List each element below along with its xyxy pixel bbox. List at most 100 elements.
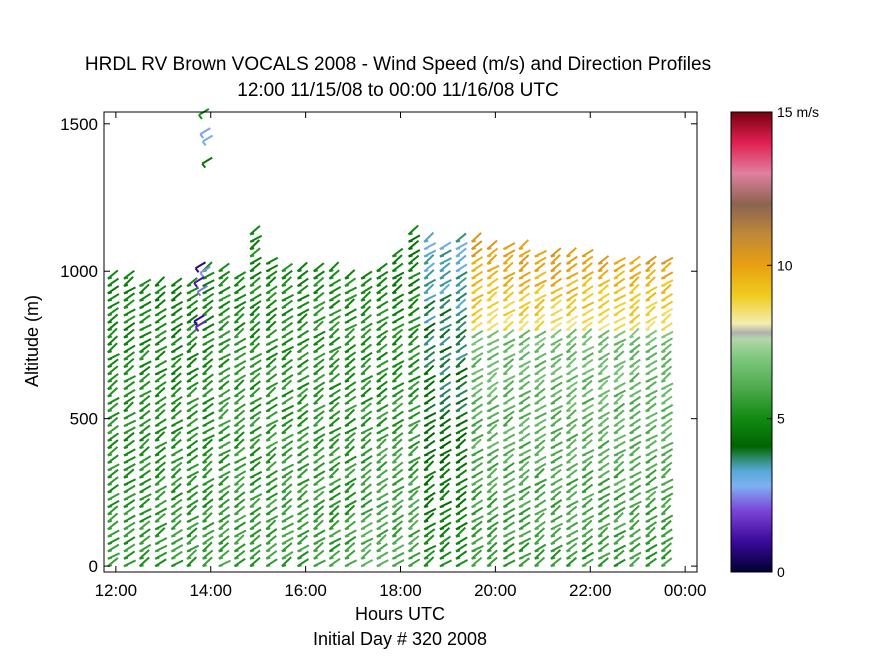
- wind-arrow: [439, 270, 451, 280]
- wind-arrow: [328, 278, 342, 287]
- wind-arrow: [328, 372, 341, 383]
- wind-arrow: [486, 352, 500, 361]
- wind-arrow: [518, 292, 531, 302]
- wind-arrow: [455, 454, 468, 464]
- wind-arrow: [550, 365, 562, 376]
- wind-arrow: [660, 417, 673, 428]
- wind-arrow: [376, 316, 389, 324]
- wind-arrow: [455, 513, 468, 523]
- wind-arrow: [550, 277, 563, 287]
- wind-arrow: [186, 475, 198, 486]
- wind-arrow: [502, 387, 514, 398]
- wind-arrow: [107, 484, 119, 494]
- wind-arrow: [470, 357, 482, 369]
- wind-arrow: [328, 557, 341, 568]
- wind-arrow: [645, 366, 658, 376]
- wind-arrow: [566, 478, 579, 486]
- wind-arrow: [360, 402, 372, 413]
- wind-arrow: [407, 535, 420, 545]
- wind-arrow: [565, 542, 578, 553]
- wind-arrow: [565, 335, 578, 346]
- wind-arrow: [407, 380, 420, 391]
- wind-arrow: [518, 329, 531, 339]
- wind-arrow: [313, 529, 326, 538]
- wind-arrow: [518, 389, 532, 398]
- wind-arrow-sparse: [196, 285, 208, 297]
- wind-arrow: [518, 424, 531, 435]
- wind-arrow: [391, 499, 404, 509]
- wind-arrow: [391, 247, 404, 258]
- wind-arrow: [597, 535, 610, 545]
- wind-arrow: [408, 271, 421, 280]
- wind-arrow: [581, 285, 594, 295]
- wind-arrow: [471, 240, 483, 251]
- wind-arrow: [281, 396, 294, 405]
- wind-arrow: [502, 453, 514, 464]
- wind-arrow: [581, 551, 595, 560]
- wind-arrow: [407, 460, 419, 472]
- wind-arrow: [455, 247, 467, 258]
- wind-arrow: [471, 410, 483, 420]
- wind-arrow: [455, 271, 468, 280]
- wind-arrow: [423, 522, 437, 531]
- wind-arrow: [186, 387, 198, 398]
- wind-arrow: [660, 307, 674, 317]
- wind-arrow: [439, 395, 451, 405]
- wind-arrow: [455, 284, 468, 295]
- wind-arrow: [154, 522, 168, 531]
- wind-arrow: [376, 262, 388, 273]
- wind-arrow: [660, 549, 672, 560]
- wind-arrow: [597, 506, 610, 516]
- wind-arrow: [201, 541, 213, 553]
- wind-arrow: [518, 360, 532, 369]
- wind-arrow: [170, 372, 182, 383]
- wind-arrow: [376, 438, 387, 450]
- wind-arrow: [581, 439, 593, 450]
- wind-arrow: [328, 499, 342, 509]
- wind-arrow: [660, 485, 674, 494]
- wind-arrow: [265, 440, 279, 450]
- wind-arrow: [455, 307, 468, 317]
- wind-arrow: [281, 530, 295, 538]
- wind-arrow: [201, 556, 213, 568]
- wind-arrow: [107, 446, 119, 457]
- wind-arrow: [629, 410, 641, 420]
- wind-arrow: [613, 558, 626, 568]
- wind-arrow: [423, 528, 436, 538]
- wind-arrow: [391, 315, 405, 324]
- wind-arrow: [186, 426, 199, 435]
- wind-arrow: [313, 446, 325, 457]
- wind-arrow: [581, 425, 594, 435]
- wind-arrow: [297, 337, 310, 346]
- wind-arrow: [455, 497, 467, 509]
- wind-arrow: [471, 506, 484, 516]
- wind-arrow: [408, 551, 421, 560]
- wind-arrow: [107, 365, 119, 376]
- wind-arrow: [328, 410, 341, 420]
- wind-arrow: [123, 336, 135, 346]
- wind-arrow: [628, 556, 640, 568]
- wind-arrow: [328, 461, 341, 472]
- wind-arrow: [581, 542, 594, 553]
- wind-arrow: [233, 276, 245, 287]
- wind-arrow: [313, 373, 326, 383]
- wind-arrow: [313, 438, 324, 450]
- wind-arrow: [518, 460, 530, 472]
- wind-arrow: [613, 522, 627, 531]
- wind-arrow: [534, 520, 546, 531]
- wind-arrow: [423, 418, 437, 428]
- wind-arrow: [597, 462, 610, 472]
- wind-arrow: [138, 498, 151, 509]
- wind-arrow: [186, 410, 199, 420]
- wind-arrow: [297, 426, 310, 435]
- wind-arrow: [471, 418, 484, 428]
- wind-arrow: [281, 550, 294, 560]
- wind-arrow: [391, 526, 403, 538]
- wind-arrow: [581, 492, 595, 501]
- wind-arrow: [534, 366, 547, 376]
- wind-arrow: [344, 559, 358, 568]
- wind-arrow: [265, 285, 278, 295]
- plot-area: [104, 112, 697, 572]
- wind-arrow: [645, 315, 658, 324]
- wind-arrow: [597, 402, 610, 413]
